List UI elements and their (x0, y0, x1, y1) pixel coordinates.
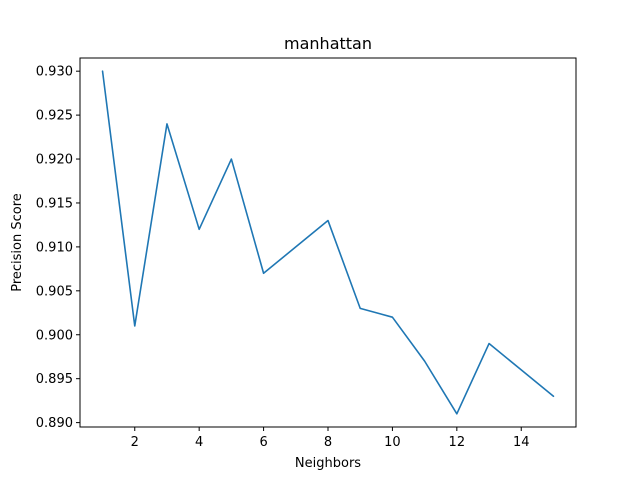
y-tick-label: 0.930 (36, 65, 73, 80)
x-axis: 2 4 6 8 10 12 14 (131, 427, 530, 450)
x-tick-label: 8 (324, 435, 332, 450)
chart-title: manhattan (284, 34, 372, 53)
y-tick-label: 0.915 (36, 196, 73, 211)
x-tick-label: 10 (384, 435, 401, 450)
y-axis-title: Precision Score (10, 193, 25, 292)
y-tick-label: 0.905 (36, 284, 73, 299)
x-tick-label: 2 (131, 435, 139, 450)
y-tick-label: 0.910 (36, 240, 73, 255)
y-tick-label: 0.895 (36, 372, 73, 387)
y-tick-label: 0.890 (36, 416, 73, 431)
y-axis: 0.890 0.895 0.900 0.905 0.910 0.915 0.920 0.925… (36, 65, 80, 431)
y-tick-label: 0.925 (36, 109, 73, 124)
x-tick-label: 6 (259, 435, 267, 450)
plot-area (101, 70, 555, 415)
series-line (101, 70, 555, 415)
y-tick-label: 0.920 (36, 153, 73, 168)
y-tick-label: 0.900 (36, 328, 73, 343)
x-axis-title: Neighbors (295, 456, 361, 471)
x-tick-label: 14 (513, 435, 530, 450)
x-tick-label: 4 (195, 435, 203, 450)
x-tick-label: 12 (449, 435, 466, 450)
